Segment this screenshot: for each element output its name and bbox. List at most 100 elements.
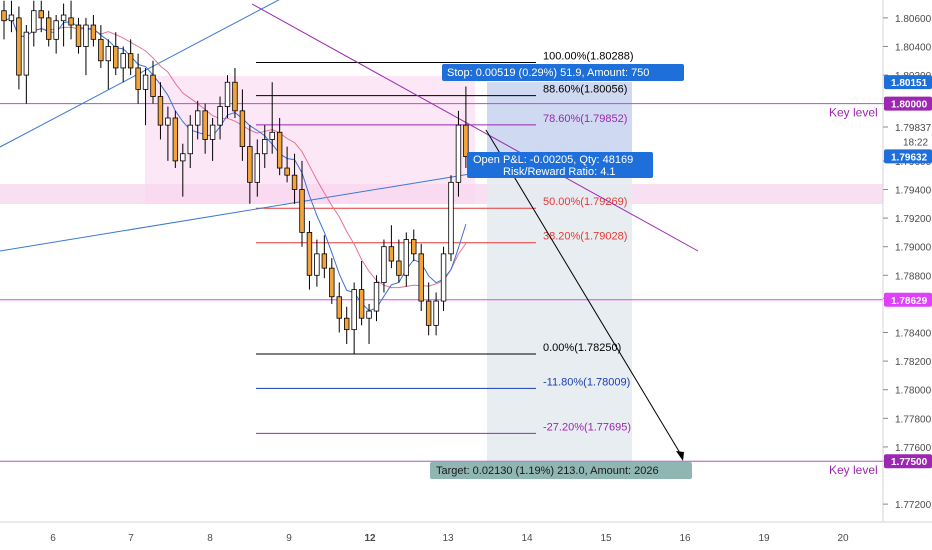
target-text: Target: 0.02130 (1.19%) 213.0, Amount: 2…	[436, 465, 659, 477]
candle	[254, 139, 260, 197]
time-tick-label: 12	[364, 533, 376, 544]
candle	[291, 153, 298, 204]
candle-body	[396, 260, 402, 276]
candle-body	[381, 246, 387, 283]
candle	[269, 82, 275, 154]
price-tag	[884, 149, 932, 164]
candle	[105, 39, 111, 90]
fib-label: 88.60%(1.80056)	[543, 84, 627, 96]
price-tag	[884, 75, 932, 90]
candle-body	[239, 110, 246, 147]
price-tick-label: 1.79837	[895, 123, 932, 134]
candle	[403, 232, 409, 287]
candle-body	[358, 289, 365, 319]
candle	[373, 275, 380, 322]
candle	[351, 282, 357, 354]
candle	[433, 292, 439, 336]
candle-body	[418, 253, 424, 302]
zone-band	[0, 184, 883, 204]
candle-body	[425, 300, 432, 326]
price-tick-label: 1.78000	[895, 386, 932, 397]
candle	[1, 0, 7, 40]
candle-body	[388, 246, 395, 262]
candle	[127, 39, 134, 76]
candle-body	[232, 81, 238, 112]
price-tick-label: 1.79200	[895, 214, 932, 225]
candle-body	[343, 317, 350, 331]
fib-label: -27.20%(1.77695)	[543, 421, 631, 433]
candle	[366, 303, 372, 344]
fib-label: 100.00%(1.80288)	[543, 50, 634, 62]
candle	[232, 67, 238, 118]
stop-zone	[487, 82, 632, 157]
candle-body	[276, 131, 283, 169]
candle-body	[448, 181, 454, 255]
candle	[202, 103, 208, 154]
candle-body	[209, 124, 216, 140]
candle-body	[90, 24, 97, 40]
candle-body	[329, 267, 335, 298]
candle	[329, 258, 335, 304]
candle	[440, 246, 447, 312]
time-tick-label: 13	[442, 533, 454, 544]
fib-label: 0.00%(1.78250)	[543, 342, 621, 354]
price-tick-label: 1.78800	[895, 271, 932, 282]
candle	[284, 146, 290, 183]
time-tick-label: 8	[207, 533, 213, 544]
lower-trend-line	[0, 173, 471, 252]
target-zone	[487, 156, 632, 461]
candle-body	[463, 124, 469, 157]
candle-body	[157, 96, 164, 126]
candle	[336, 282, 342, 333]
candle	[343, 306, 350, 344]
pnl-box	[467, 152, 653, 178]
candle-body	[142, 74, 149, 90]
candle	[187, 115, 193, 169]
time-tick-label: 9	[286, 533, 292, 544]
candle-body	[1, 10, 7, 22]
candle	[150, 60, 156, 104]
fib-label: -11.80%(1.78009)	[543, 376, 630, 388]
candle-body	[46, 17, 52, 40]
candle-body	[98, 38, 104, 62]
candle	[411, 229, 417, 261]
price-tick-label: 1.80600	[895, 14, 932, 25]
candle	[68, 0, 74, 40]
price-tick-label: 1.79400	[895, 185, 932, 196]
candle-body	[224, 81, 231, 107]
candle	[8, 0, 15, 33]
candle-body	[217, 106, 223, 126]
candle-body	[194, 110, 201, 126]
candle-body	[262, 139, 268, 155]
candle-body	[127, 53, 134, 69]
uptrend-line	[0, 0, 280, 148]
candle	[418, 243, 424, 312]
candle	[142, 67, 149, 126]
candle-body	[53, 20, 59, 40]
candle	[314, 239, 320, 287]
time-tick-label: 20	[837, 533, 849, 544]
candle	[90, 15, 97, 47]
candle-body	[75, 24, 82, 47]
candle	[180, 143, 186, 197]
fib-label: 78.60%(1.79852)	[543, 113, 627, 125]
candle-body	[269, 131, 275, 140]
candle-body	[299, 189, 305, 233]
candle	[75, 17, 82, 54]
candle	[463, 86, 469, 169]
price-tick-label: 1.77800	[895, 414, 932, 425]
price-tag-label: 1.80151	[891, 78, 928, 89]
candle-body	[455, 124, 462, 183]
candle-body	[373, 282, 380, 312]
candle	[425, 282, 432, 336]
time-tick-label: 16	[679, 533, 691, 544]
candle-body	[180, 153, 186, 162]
candle	[46, 10, 52, 47]
candle-body	[351, 289, 357, 331]
time-tick-label: 15	[600, 533, 612, 544]
candle	[306, 220, 313, 290]
time-tick-label: 19	[758, 533, 770, 544]
candle	[239, 89, 246, 161]
candle-body	[411, 239, 417, 255]
